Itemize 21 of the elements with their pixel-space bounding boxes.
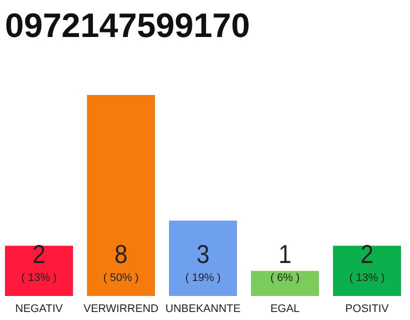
x-tick-label: POSITIV [345, 303, 390, 315]
bar [87, 95, 155, 296]
data-label: 1 [278, 239, 293, 269]
x-tick-label: VERWIRREND [84, 303, 159, 315]
x-tick-label: EGAL [270, 303, 300, 315]
annotation: ( 13% ) [21, 272, 57, 284]
x-tick-label: NEGATIV [15, 303, 64, 315]
x-tick-label: UNBEKANNTE [165, 303, 241, 315]
bar [5, 246, 73, 296]
data-label: 3 [196, 239, 211, 269]
annotation: ( 13% ) [349, 272, 385, 284]
bar [333, 246, 401, 296]
data-label: 2 [360, 239, 375, 269]
annotation: ( 6% ) [270, 272, 300, 284]
bar [251, 270, 319, 296]
annotation: ( 50% ) [103, 272, 139, 284]
bar [169, 220, 237, 296]
data-label: 2 [32, 239, 47, 269]
data-label: 8 [114, 239, 129, 269]
annotation: ( 19% ) [185, 272, 221, 284]
chart-title: 0972147599170 [5, 7, 251, 45]
